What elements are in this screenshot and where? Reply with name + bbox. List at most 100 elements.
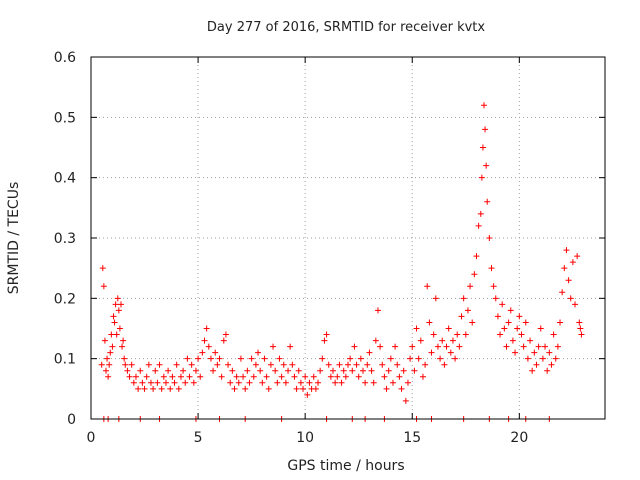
data-point bbox=[355, 373, 362, 380]
data-point bbox=[115, 307, 122, 314]
data-point bbox=[255, 349, 262, 356]
data-point bbox=[456, 343, 463, 350]
data-point bbox=[379, 361, 386, 368]
data-point bbox=[501, 325, 508, 332]
data-point bbox=[139, 379, 146, 386]
data-point bbox=[116, 325, 123, 332]
data-point bbox=[147, 379, 154, 386]
data-point bbox=[370, 379, 377, 386]
data-point bbox=[480, 102, 487, 109]
data-point bbox=[317, 367, 324, 374]
data-point bbox=[272, 367, 279, 374]
data-point bbox=[216, 355, 223, 362]
data-point bbox=[207, 355, 214, 362]
data-point bbox=[162, 379, 169, 386]
data-point bbox=[576, 319, 583, 326]
data-point bbox=[323, 331, 330, 338]
data-point bbox=[169, 373, 176, 380]
data-point bbox=[252, 361, 259, 368]
data-point bbox=[364, 361, 371, 368]
data-point bbox=[293, 385, 300, 392]
data-point bbox=[111, 319, 118, 326]
data-point bbox=[143, 373, 150, 380]
data-point bbox=[263, 373, 270, 380]
data-point bbox=[464, 307, 471, 314]
data-point bbox=[137, 367, 144, 374]
data-point bbox=[396, 373, 403, 380]
data-point bbox=[319, 355, 326, 362]
data-point bbox=[167, 385, 174, 392]
data-point bbox=[372, 337, 379, 344]
data-point bbox=[285, 367, 292, 374]
data-point bbox=[250, 373, 257, 380]
data-point bbox=[327, 373, 334, 380]
data-point bbox=[569, 259, 576, 266]
data-point bbox=[512, 349, 519, 356]
data-point bbox=[353, 361, 360, 368]
data-point bbox=[518, 331, 525, 338]
data-point bbox=[402, 397, 409, 404]
data-point bbox=[289, 361, 296, 368]
data-point bbox=[135, 385, 142, 392]
data-point bbox=[439, 337, 446, 344]
data-point bbox=[192, 367, 199, 374]
data-point bbox=[212, 349, 219, 356]
y-tick-label: 0.6 bbox=[54, 50, 76, 66]
x-tick-label: 10 bbox=[296, 430, 314, 446]
data-point bbox=[428, 349, 435, 356]
data-point bbox=[171, 379, 178, 386]
data-point bbox=[184, 355, 191, 362]
data-point bbox=[542, 343, 549, 350]
data-point bbox=[325, 361, 332, 368]
y-tick-label: 0.3 bbox=[54, 231, 76, 247]
data-point bbox=[529, 367, 536, 374]
data-point bbox=[516, 313, 523, 320]
data-point bbox=[539, 355, 546, 362]
data-point bbox=[514, 325, 521, 332]
data-point bbox=[259, 379, 266, 386]
data-point bbox=[524, 355, 531, 362]
y-axis-label: SRMTID / TECUs bbox=[6, 182, 22, 295]
data-point bbox=[488, 265, 495, 272]
data-point bbox=[565, 277, 572, 284]
data-point bbox=[407, 355, 414, 362]
data-point bbox=[270, 343, 277, 350]
data-point bbox=[417, 337, 424, 344]
data-point bbox=[126, 373, 133, 380]
data-point bbox=[145, 361, 152, 368]
data-point bbox=[291, 373, 298, 380]
data-point bbox=[150, 385, 157, 392]
data-point bbox=[295, 367, 302, 374]
data-point bbox=[392, 343, 399, 350]
data-point bbox=[130, 379, 137, 386]
data-point bbox=[366, 349, 373, 356]
data-point bbox=[336, 361, 343, 368]
data-point bbox=[220, 337, 227, 344]
data-point bbox=[246, 379, 253, 386]
data-point bbox=[409, 343, 416, 350]
data-point bbox=[334, 373, 341, 380]
data-point bbox=[347, 355, 354, 362]
data-point bbox=[261, 355, 268, 362]
data-point bbox=[413, 325, 420, 332]
data-point bbox=[177, 373, 184, 380]
x-axis-label: GPS time / hours bbox=[287, 458, 404, 474]
data-point bbox=[173, 361, 180, 368]
data-point bbox=[422, 361, 429, 368]
data-point bbox=[306, 379, 313, 386]
y-tick-label: 0.4 bbox=[54, 171, 76, 187]
data-point bbox=[300, 385, 307, 392]
data-point bbox=[411, 367, 418, 374]
data-point bbox=[478, 174, 485, 181]
data-point bbox=[520, 343, 527, 350]
data-point bbox=[257, 367, 264, 374]
data-point bbox=[544, 367, 551, 374]
data-point bbox=[120, 337, 127, 344]
data-point bbox=[274, 379, 281, 386]
data-point bbox=[141, 385, 148, 392]
data-point bbox=[105, 373, 112, 380]
data-point bbox=[462, 331, 469, 338]
data-point bbox=[482, 126, 489, 133]
data-point bbox=[383, 385, 390, 392]
data-point bbox=[374, 307, 381, 314]
